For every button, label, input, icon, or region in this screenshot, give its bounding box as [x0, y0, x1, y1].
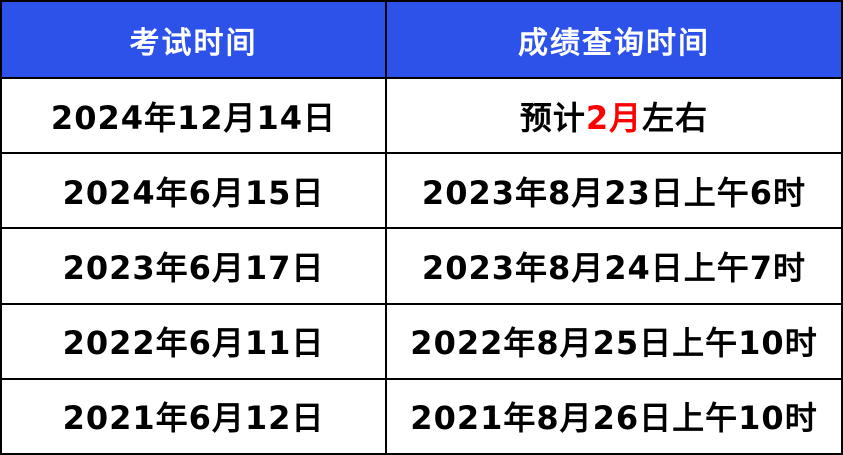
- header-query-time: 成绩查询时间: [387, 2, 841, 77]
- query-time-prefix: 预计: [519, 98, 586, 137]
- exam-time-cell: 2022年6月11日: [2, 304, 385, 378]
- query-time-highlight: 2月: [585, 98, 643, 137]
- query-time-suffix: 左右: [642, 98, 709, 137]
- query-time-cell: 预计 2月 左右: [387, 79, 841, 153]
- query-time-cell: 2023年8月24日上午7时: [387, 229, 841, 303]
- exam-time-cell: 2021年6月12日: [2, 379, 385, 453]
- query-time-cell: 2021年8月26日上午10时: [387, 379, 841, 453]
- header-exam-time: 考试时间: [2, 2, 385, 77]
- exam-time-cell: 2023年6月17日: [2, 229, 385, 303]
- exam-time-cell: 2024年12月14日: [2, 79, 385, 153]
- exam-time-cell: 2024年6月15日: [2, 154, 385, 228]
- query-time-cell: 2023年8月23日上午6时: [387, 154, 841, 228]
- query-time-cell: 2022年8月25日上午10时: [387, 304, 841, 378]
